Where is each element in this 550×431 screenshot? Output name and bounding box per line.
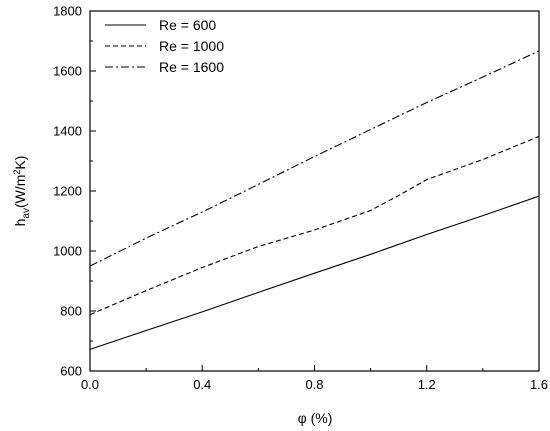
series-line-3 bbox=[89, 50, 540, 267]
y-tick-label: 1600 bbox=[53, 64, 82, 79]
legend-label-2: Re = 1000 bbox=[159, 38, 224, 54]
plot-frame bbox=[89, 10, 540, 372]
y-tick-label: 800 bbox=[60, 304, 82, 319]
y-axis-ticks: 600 800 1000 1200 1400 1600 1800 bbox=[53, 4, 96, 379]
legend-label-1: Re = 600 bbox=[159, 17, 216, 33]
x-tick-label: 1.2 bbox=[418, 377, 436, 392]
legend-label-3: Re = 1600 bbox=[159, 59, 224, 75]
y-tick-label: 600 bbox=[60, 364, 82, 379]
y-axis-title-units: (W/m bbox=[12, 175, 28, 208]
x-tick-label: 0.4 bbox=[193, 377, 211, 392]
x-axis-ticks: 0.0 0.4 0.8 1.2 1.6 bbox=[81, 365, 548, 392]
y-axis-title: hav(W/m2K) bbox=[12, 156, 32, 227]
y-axis-title-sup: 2 bbox=[12, 170, 22, 175]
y-tick-label: 1400 bbox=[53, 124, 82, 139]
y-axis-title-sub: av bbox=[21, 208, 32, 219]
plot-area-border bbox=[89, 10, 540, 372]
series-line-2 bbox=[89, 135, 540, 316]
x-tick-label: 0.0 bbox=[81, 377, 99, 392]
x-tick-label: 1.6 bbox=[530, 377, 548, 392]
y-axis-title-h: h bbox=[12, 219, 28, 227]
y-tick-label: 1000 bbox=[53, 244, 82, 259]
y-tick-label: 1800 bbox=[53, 4, 82, 19]
x-tick-label: 0.8 bbox=[305, 377, 323, 392]
series-line-1 bbox=[89, 195, 540, 350]
y-axis-title-end: K) bbox=[12, 156, 28, 170]
y-tick-label: 1200 bbox=[53, 184, 82, 199]
series-lines bbox=[89, 50, 540, 350]
x-axis-title: φ (%) bbox=[298, 410, 333, 426]
legend: Re = 600 Re = 1000 Re = 1600 bbox=[105, 17, 224, 75]
